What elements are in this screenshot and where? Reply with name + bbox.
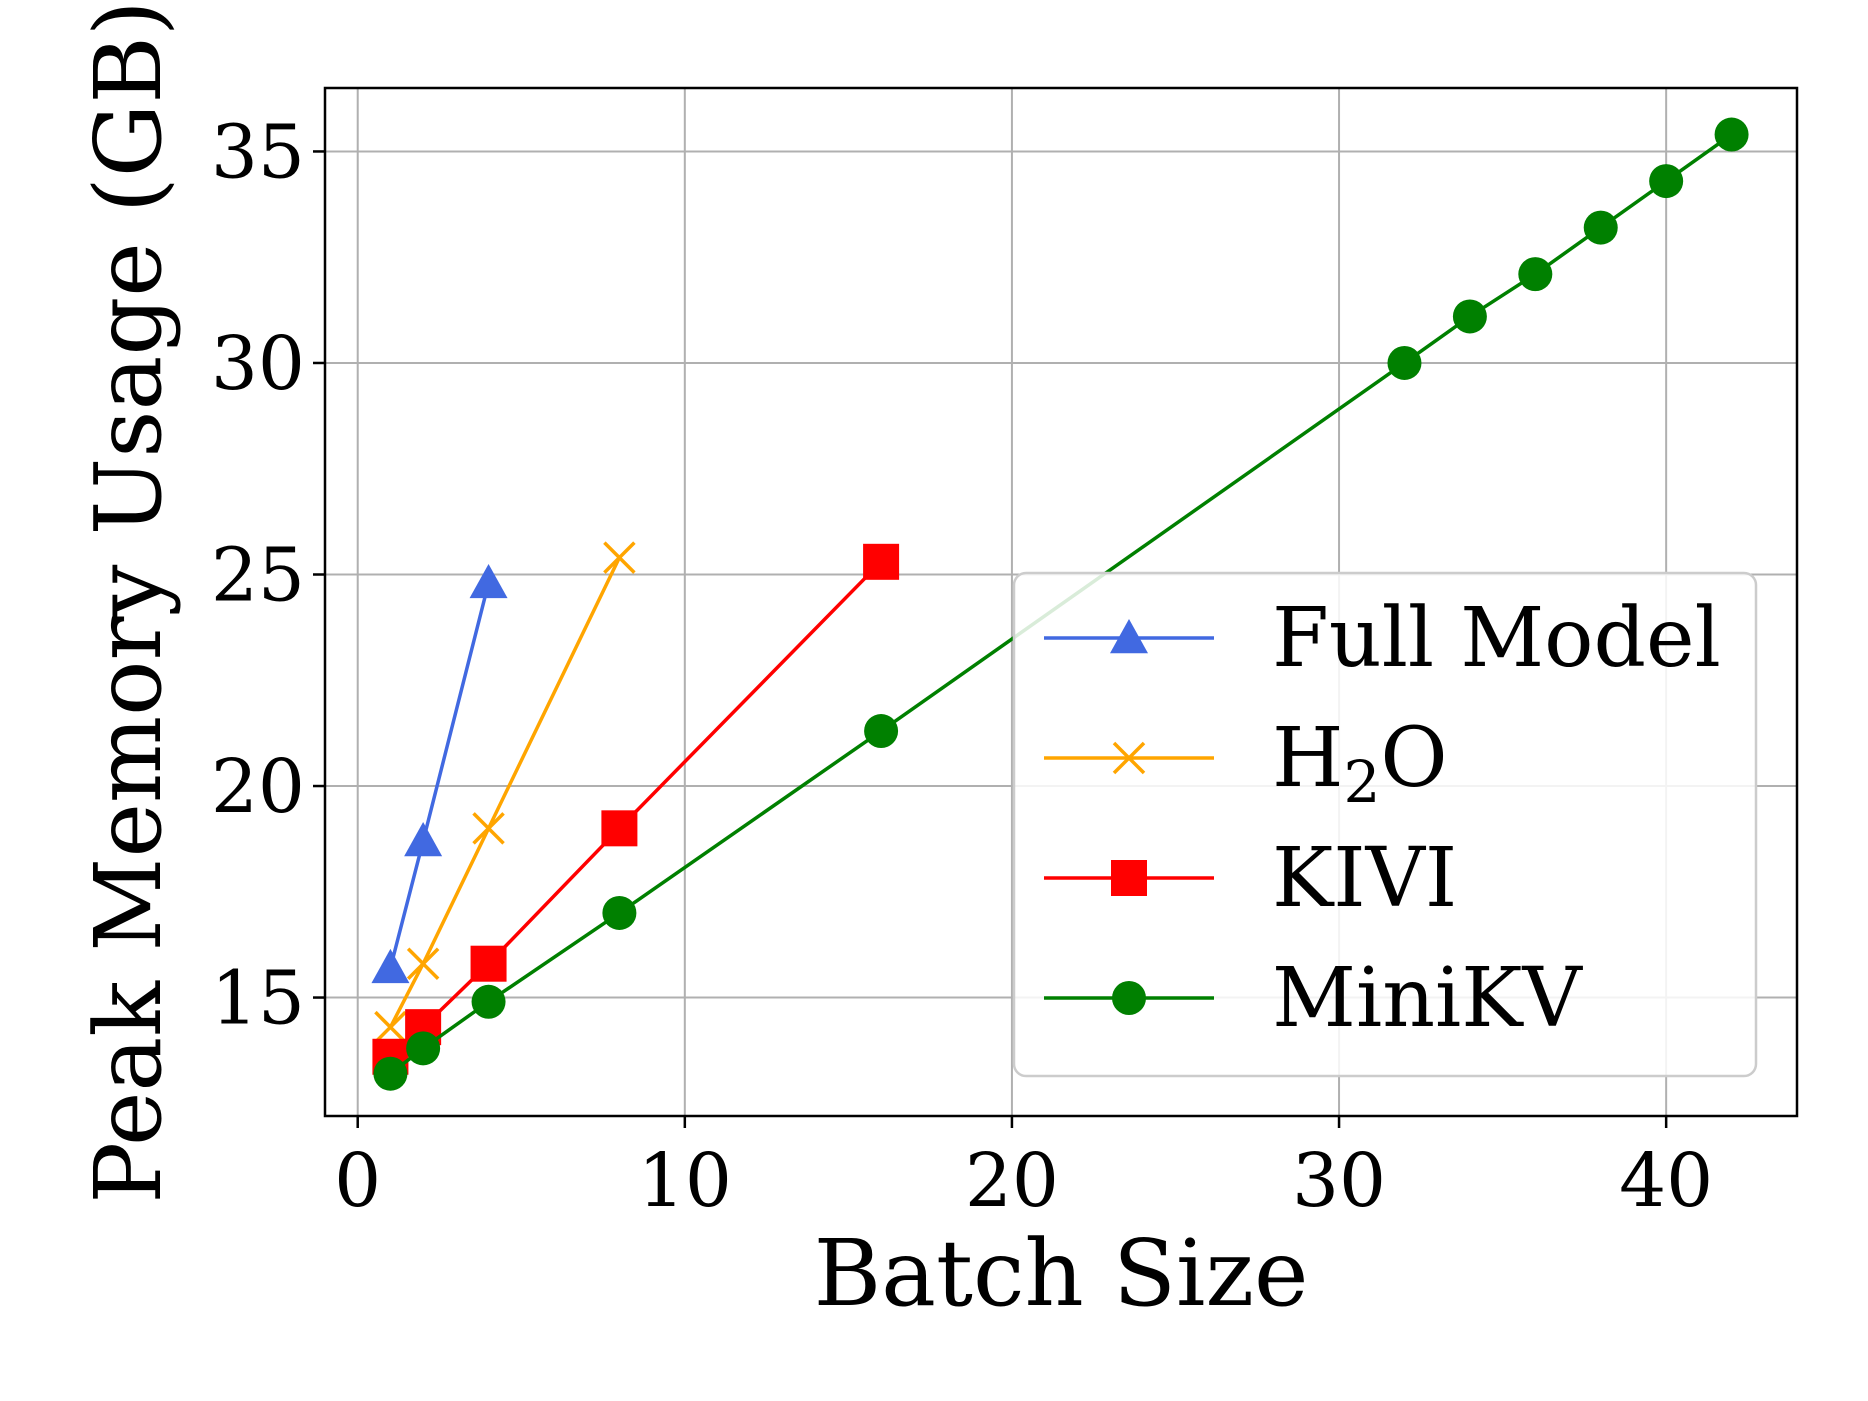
legend-marker-h2o [1112,741,1146,775]
legend-item-full-model: Full Model [1044,591,1721,686]
data-point-minikv [1649,164,1684,199]
legend-label-minikv: MiniKV [1272,951,1583,1046]
data-point-minikv [1518,257,1553,292]
series-kivi [372,543,900,1075]
legend-item-h2o: H2O [1044,711,1448,816]
marker-stroke [374,1010,407,1044]
data-point-h2o [603,541,636,574]
marker-stroke [472,812,505,845]
marker-stroke [603,541,636,574]
series-line-full-model [388,582,491,969]
data-point-minikv [1387,345,1422,380]
data-point-minikv [864,714,899,749]
data-point-full-model [371,948,410,984]
x-axis-label: Batch Size [814,1220,1309,1327]
legend-marker-full-model [1110,619,1148,654]
x-tick-label: 0 [334,1138,381,1224]
legend-item-minikv: MiniKV [1044,951,1583,1046]
ticks: 0 10 20 30 40 15 20 25 30 35 [211,109,1713,1224]
data-point-minikv [602,895,637,930]
data-point-minikv [1714,117,1749,152]
data-point-h2o [374,1010,407,1044]
series-minikv [373,117,1749,1091]
legend-box [1012,571,1758,1078]
legend-label-main: KIVI [1272,831,1457,926]
data-point-kivi [470,945,507,982]
series-layer [371,117,1749,1091]
series-line-kivi [389,560,883,1059]
legend-marker-minikv [1112,981,1146,1015]
data-point-minikv [406,1031,441,1066]
x-tick-label: 20 [965,1138,1059,1224]
legend-label-subscript: 2 [1344,748,1381,816]
series-line-h2o [388,556,621,1028]
y-axis-label: Peak Memory Usage (GB) [75,0,182,1204]
data-point-minikv [1452,299,1487,334]
data-point-full-model [469,563,508,599]
marker-stroke [1112,741,1146,775]
x-tick-label: 40 [1619,1138,1713,1224]
data-point-full-model [404,822,443,857]
y-tick-label: 30 [211,321,305,407]
data-point-minikv [471,984,506,1019]
y-tick-label: 20 [211,744,305,830]
legend: Full Model H2O KIVI MiniKV [1012,571,1758,1078]
series-full-model [371,563,508,984]
legend-label-kivi: KIVI [1272,831,1457,926]
data-point-minikv [1583,210,1618,245]
data-point-h2o [472,812,505,845]
legend-item-kivi: KIVI [1044,831,1457,926]
y-tick-label: 15 [211,956,305,1042]
series-h2o [374,541,636,1044]
x-tick-label: 30 [1292,1138,1386,1224]
data-point-kivi [863,543,900,580]
data-point-h2o [406,947,440,980]
legend-label-main: MiniKV [1272,951,1583,1046]
data-point-kivi [601,810,638,847]
legend-label-full-model: Full Model [1272,591,1721,686]
legend-marker-kivi [1111,860,1147,896]
y-tick-label: 25 [211,533,305,619]
legend-label-main: Full Model [1272,591,1721,686]
data-point-minikv [373,1056,408,1091]
legend-label-h2o: H2O [1272,711,1448,816]
legend-label-tail: O [1380,711,1447,806]
legend-label-main: H [1272,711,1344,806]
plot-frame [323,86,1799,1118]
marker-stroke [406,947,440,980]
x-tick-label: 10 [638,1138,732,1224]
y-tick-label: 35 [211,109,305,195]
